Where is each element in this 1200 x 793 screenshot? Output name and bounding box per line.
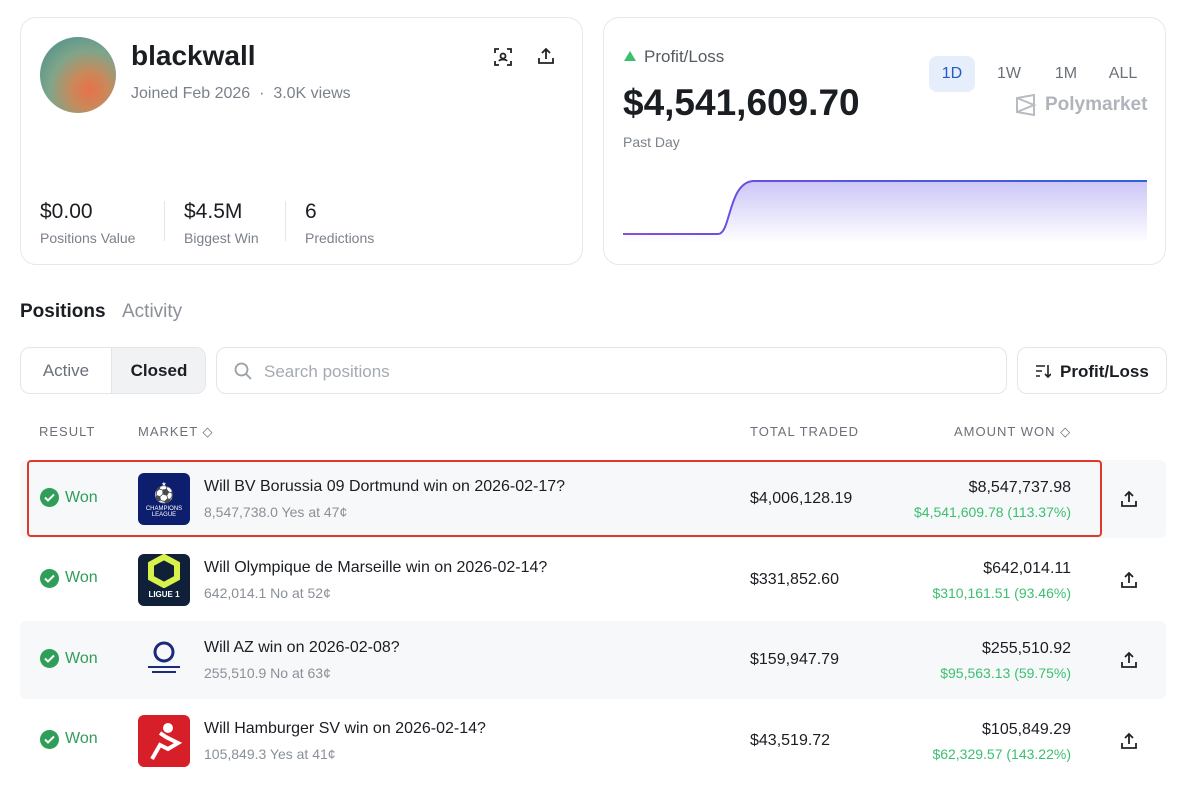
highlight-box: [27, 460, 1102, 537]
result: Won: [40, 488, 98, 507]
column-header[interactable]: AMOUNT WON ◇: [954, 424, 1072, 439]
share-icon[interactable]: [536, 46, 556, 66]
market-detail: 255,510.9 No at 63¢: [204, 665, 331, 681]
column-header: TOTAL TRADED: [750, 424, 860, 439]
joined: Joined Feb 2026 · 3.0K views: [131, 85, 351, 102]
gain: $310,161.51 (93.46%): [932, 584, 1071, 601]
range-button[interactable]: 1M: [1054, 65, 1078, 82]
market-logo: [138, 714, 190, 767]
gain: $62,329.57 (143.22%): [932, 745, 1071, 762]
total-traded: $331,852.60: [750, 570, 839, 588]
market-title[interactable]: Will Hamburger SV win on 2026-02-14?: [204, 719, 486, 737]
pnl-sparkline: [623, 180, 1147, 243]
check-icon: [40, 729, 59, 749]
stat-label: Positions Value: [40, 230, 136, 246]
column-header: RESULT: [39, 424, 96, 439]
range-button[interactable]: 1D: [929, 56, 975, 92]
result-text: Won: [65, 569, 98, 586]
avatar: [40, 37, 116, 113]
position-row[interactable]: Won LIGUE 1 Will Olympique de Marseille wi…: [20, 541, 1166, 619]
period: Past Day: [623, 134, 680, 150]
brand: Polymarket: [1045, 94, 1148, 115]
pnl-label: Profit/Loss: [644, 47, 725, 66]
scan-icon[interactable]: [493, 47, 513, 67]
share-icon[interactable]: [1120, 571, 1138, 589]
position-row[interactable]: Won Will AZ win on 2026-02-08? 255,510.9 N…: [20, 621, 1166, 699]
filter-button[interactable]: Active: [42, 361, 90, 380]
total-traded: $159,947.79: [750, 651, 839, 668]
market-title[interactable]: Will BV Borussia 09 Dortmund win on 2026…: [204, 478, 566, 495]
market-logo: ★ ⚽ CHAMPIONS LEAGUE: [138, 473, 190, 525]
check-icon: [40, 488, 59, 507]
tab[interactable]: Positions: [20, 301, 106, 322]
result: Won: [40, 649, 98, 668]
bundesliga-mark: [150, 722, 183, 760]
check-icon: [40, 568, 59, 588]
views: 3.0K views: [273, 85, 351, 102]
pnl-card: Profit/Loss 1D 1W 1M ALL $4,541,609.70 P…: [603, 17, 1166, 265]
username: blackwall: [131, 40, 256, 71]
column-header[interactable]: MARKET ◇: [138, 424, 214, 439]
amount-won: $642,014.11: [983, 559, 1071, 577]
pnl-amount: $4,541,609.70: [623, 82, 860, 123]
stat-value: 6: [305, 200, 317, 223]
market-title[interactable]: Will AZ win on 2026-02-08?: [204, 639, 400, 656]
sort-icon: [1036, 365, 1051, 378]
stat-label: Predictions: [305, 230, 375, 246]
stat: $4.5M Biggest Win: [184, 200, 259, 246]
brand-logo: [1016, 94, 1037, 116]
range-button[interactable]: 1W: [997, 65, 1021, 82]
search-box[interactable]: Search positions: [216, 347, 1007, 394]
filter-toggle: Active Closed: [20, 347, 206, 394]
search-icon: [234, 362, 252, 380]
filter-button[interactable]: Closed: [111, 348, 205, 393]
logo-text: CHAMPIONS LEAGUE: [145, 506, 183, 518]
market-logo: LIGUE 1: [138, 553, 190, 606]
stat: $0.00 Positions Value: [40, 200, 135, 246]
amount-won: $105,849.29: [982, 720, 1071, 738]
tab[interactable]: Activity: [122, 301, 183, 322]
profile-card: blackwall Joined Feb 2026 · 3.0K views $…: [20, 17, 583, 265]
stat-label: Biggest Win: [184, 230, 259, 246]
separator: [285, 201, 286, 241]
range-button[interactable]: ALL: [1108, 65, 1138, 82]
result: Won: [40, 729, 98, 749]
share-icon[interactable]: [1120, 490, 1138, 508]
header-text: MARKET: [138, 424, 198, 439]
sort-label: Profit/Loss: [1060, 362, 1149, 381]
market-detail: 105,849.3 Yes at 41¢: [204, 745, 336, 762]
share-icon[interactable]: [1120, 651, 1138, 669]
amount-won: $255,510.92: [982, 640, 1071, 657]
up-arrow: [624, 51, 636, 61]
joined-date: Joined Feb 2026: [131, 85, 251, 102]
stat: 6 Predictions: [305, 200, 374, 246]
gain: $4,541,609.78 (113.37%): [914, 504, 1071, 520]
search-placeholder: Search positions: [264, 362, 390, 381]
position-row[interactable]: Won Will Hamburger SV win on 2026-02-14? 1…: [20, 702, 1166, 780]
logo-text: LIGUE 1: [148, 589, 180, 599]
gain: $95,563.13 (59.75%): [940, 665, 1071, 681]
market-title[interactable]: Will Olympique de Marseille win on 2026-…: [204, 558, 548, 576]
total-traded: $43,519.72: [750, 731, 831, 749]
ligue-mark: [148, 553, 180, 588]
market-logo: [138, 634, 190, 686]
result: Won: [40, 568, 98, 588]
separator: [164, 201, 165, 241]
share-icon[interactable]: [1120, 732, 1138, 750]
header-text: AMOUNT WON: [954, 424, 1056, 439]
amount-won: $8,547,737.98: [968, 479, 1071, 496]
market-detail: 8,547,738.0 Yes at 47¢: [204, 504, 348, 520]
result-text: Won: [65, 488, 98, 506]
result-text: Won: [65, 730, 98, 747]
check-icon: [40, 649, 59, 668]
market-detail: 642,014.1 No at 52¢: [204, 584, 331, 601]
sort-button[interactable]: Profit/Loss: [1017, 347, 1167, 394]
position-row[interactable]: Won ★ ⚽ CHAMPIONS LEAGUE Will BV Borussia 09…: [20, 460, 1166, 538]
eredivisie-mark: [148, 641, 180, 673]
result-text: Won: [65, 649, 98, 667]
stat-value: $0.00: [40, 200, 93, 223]
stat-value: $4.5M: [184, 200, 243, 223]
total-traded: $4,006,128.19: [750, 490, 853, 507]
